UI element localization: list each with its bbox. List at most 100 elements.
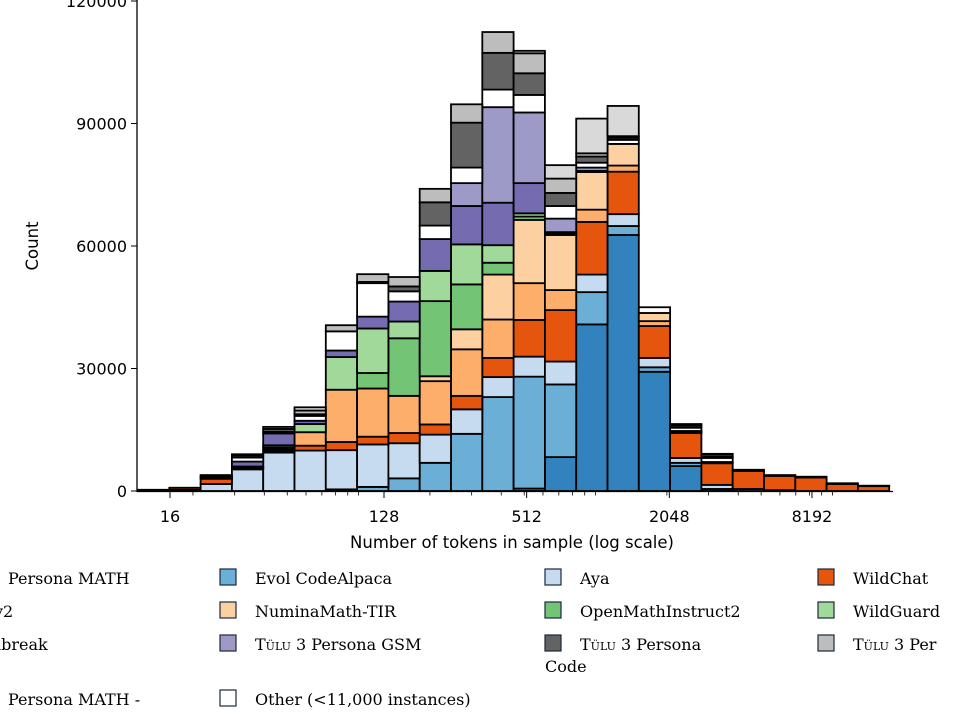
x-tick-label: 16 [160, 507, 180, 526]
bar-segment-9-13 [544, 217, 578, 234]
bar-segment-12-12 [512, 52, 546, 75]
bar-segment-3-13 [544, 309, 578, 363]
legend-swatch [219, 568, 237, 586]
bar-segment-7-10 [450, 243, 484, 286]
legend-swatch [817, 634, 835, 652]
legend-swatch [544, 601, 562, 619]
legend-label: Evol CodeAlpaca [255, 569, 393, 588]
bar-segment-12-3 [230, 453, 265, 457]
bar-segment-7-5 [293, 423, 327, 434]
bar-segment-6-8 [387, 337, 421, 397]
x-tick-label: 2048 [649, 507, 690, 526]
bar-segment-0-13 [544, 456, 578, 492]
bar-segment-10-9 [418, 224, 452, 240]
bar-segment-1-8 [387, 477, 421, 492]
bar-segment-12-4 [262, 425, 296, 430]
bar-segment-11-10 [450, 121, 484, 169]
bar-segment-4-12 [512, 282, 546, 321]
bar-segment-3-14 [575, 221, 609, 276]
bar-segment-4-13 [544, 289, 578, 312]
bar-segment-2-10 [450, 408, 484, 435]
y-tick-label: 90000 [76, 115, 127, 134]
bar-segment-1-13 [544, 383, 578, 459]
bar-segment-2-9 [418, 433, 452, 464]
y-tick-label: 120000 [66, 0, 127, 11]
bar-segment-3-1 [168, 486, 202, 491]
bar-segment-9-11 [481, 106, 515, 204]
bar-segment-10-21 [794, 475, 828, 479]
bar-segment-1-15 [606, 225, 640, 236]
bar-segment-11-2 [199, 474, 233, 478]
bar-segment-12-10 [450, 103, 484, 124]
bar-segment-0-16 [637, 370, 671, 492]
bar-segment-5-14 [575, 171, 609, 211]
x-tick-label: 512 [511, 507, 542, 526]
y-tick-label: 30000 [76, 360, 127, 379]
bar-segment-2-3 [230, 468, 265, 492]
bar-segment-13-13 [544, 164, 578, 180]
bar-segment-8-4 [262, 432, 296, 447]
bar-segment-8-8 [387, 300, 421, 323]
bar-segment-7-9 [418, 270, 452, 303]
bar-segment-2-5 [293, 449, 327, 492]
y-tick-label: 0 [117, 482, 127, 501]
bar-segment-10-7 [356, 282, 390, 318]
legend-item: Persona MATH [8, 569, 130, 588]
bar-segment-5-12 [512, 218, 546, 285]
legend-item: Tülu 3 Per [817, 634, 937, 654]
legend-swatch [817, 568, 835, 586]
bar-segment-2-12 [512, 355, 546, 378]
legend-label: Aya [579, 569, 610, 588]
legend-label: v2 [0, 602, 13, 621]
bar-segment-0-15 [606, 234, 640, 492]
bar-segment-9-12 [512, 111, 546, 185]
bar-segment-7-6 [324, 356, 358, 391]
bar-segment-0-17 [669, 465, 703, 492]
bar-segment-3-7 [356, 435, 390, 446]
legend-item: OpenMathInstruct2 [544, 601, 741, 621]
legend-item: WildGuard [817, 601, 940, 621]
legend-label: WildGuard [853, 602, 940, 621]
legend-item: v2 [0, 602, 13, 621]
bar-segment-3-6 [324, 441, 358, 452]
bar-segment-12-11 [481, 31, 515, 54]
legend-item: Tülu 3 Persona Code [544, 634, 702, 676]
bar-segment-6-10 [450, 283, 484, 331]
bar-segment-13-14 [575, 117, 609, 155]
bar-segment-3-20 [763, 474, 797, 492]
bar-segment-2-11 [481, 376, 515, 398]
bar-segment-2-4 [262, 451, 296, 492]
bar-segment-1-14 [575, 291, 609, 326]
bar-segment-12-13 [544, 177, 578, 194]
bar-segment-5-16 [637, 312, 671, 323]
bar-segment-3-17 [669, 432, 703, 459]
legend-label: WildChat [853, 569, 929, 588]
legend-item: lbreak [0, 635, 48, 654]
bar-segment-8-12 [512, 182, 546, 215]
x-axis-label: Number of tokens in sample (log scale) [350, 533, 674, 552]
bar-segment-10-20 [763, 474, 797, 477]
bar-segment-2-8 [387, 442, 421, 480]
bar-segment-3-21 [794, 476, 828, 492]
legend-swatch [817, 601, 835, 619]
bar-segment-3-18 [700, 462, 734, 486]
bar-segment-10-12 [512, 94, 546, 114]
bar-segment-2-16 [637, 356, 671, 369]
bar-segment-13-5 [293, 406, 327, 412]
bar-segment-10-10 [450, 166, 484, 185]
bar-segment-3-11 [481, 356, 515, 378]
bar-segment-3-22 [825, 483, 859, 492]
legend-label: Persona MATH - [8, 690, 140, 709]
bar-segment-2-7 [356, 443, 390, 488]
bar-segment-12-6 [324, 324, 358, 333]
legend-label-wrap: Code [545, 657, 587, 676]
bar-segment-8-7 [356, 315, 390, 330]
bar-segment-13-18 [700, 452, 734, 456]
bar-segment-4-15 [606, 164, 640, 173]
bar-segment-7-7 [356, 327, 390, 374]
bar-segment-5-10 [450, 328, 484, 351]
bar-segment-12-8 [387, 276, 421, 288]
x-tick-label: 8192 [792, 507, 833, 526]
bar-segment-2-13 [544, 360, 578, 386]
bar-segment-8-9 [418, 238, 452, 272]
